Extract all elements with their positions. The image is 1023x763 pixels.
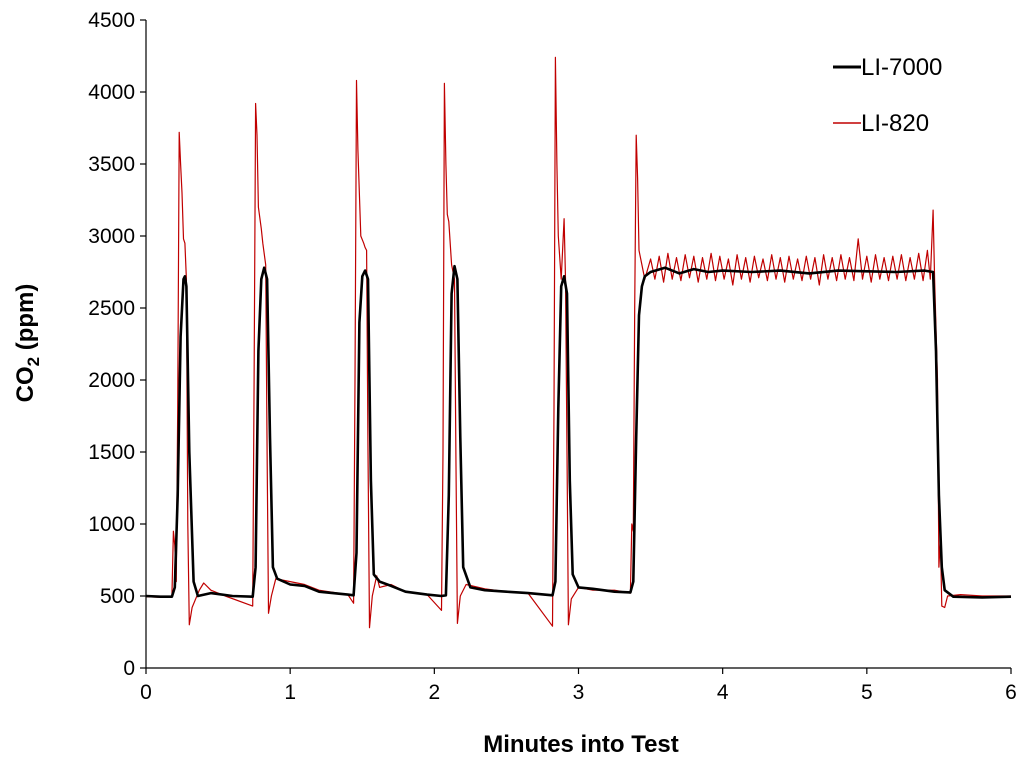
- y-axis-title-subscript: 2: [24, 357, 43, 366]
- ticks-layer: 0 500 1000 1500 2000 2500 3000 3500 4000 4500 0 1 2 3…: [88, 9, 1017, 704]
- series-line-li-7000: [145, 264, 1012, 599]
- legend: LI-7000 LI-820: [833, 54, 942, 137]
- x-tick-label: 2: [428, 681, 440, 704]
- y-axis-title: CO2 (ppm): [12, 284, 43, 403]
- y-tick-label: 2000: [88, 369, 135, 392]
- y-tick-label: 3500: [88, 153, 135, 176]
- x-tick-label: 6: [1005, 681, 1017, 704]
- y-axis-title-unit: (ppm): [12, 284, 39, 357]
- x-tick-label: 1: [284, 681, 296, 704]
- y-tick-label: 4500: [88, 9, 135, 32]
- y-tick-label: 3000: [88, 225, 135, 248]
- x-tick-label: 4: [717, 681, 729, 704]
- plot-area: [146, 20, 1011, 668]
- y-tick-label: 4000: [88, 81, 135, 104]
- y-tick-label: 1000: [88, 513, 135, 536]
- x-tick-label: 0: [140, 681, 152, 704]
- x-axis-title: Minutes into Test: [483, 731, 679, 758]
- y-tick-label: 1500: [88, 441, 135, 464]
- y-axis-title-main: CO: [12, 366, 39, 402]
- series-layer: [145, 56, 1012, 629]
- y-tick-label: 2500: [88, 297, 135, 320]
- x-tick-label: 3: [573, 681, 585, 704]
- legend-label-li-7000: LI-7000: [861, 54, 942, 81]
- x-tick-label: 5: [861, 681, 873, 704]
- y-tick-label: 500: [100, 585, 135, 608]
- y-tick-label: 0: [123, 657, 135, 680]
- legend-label-li-820: LI-820: [861, 110, 929, 137]
